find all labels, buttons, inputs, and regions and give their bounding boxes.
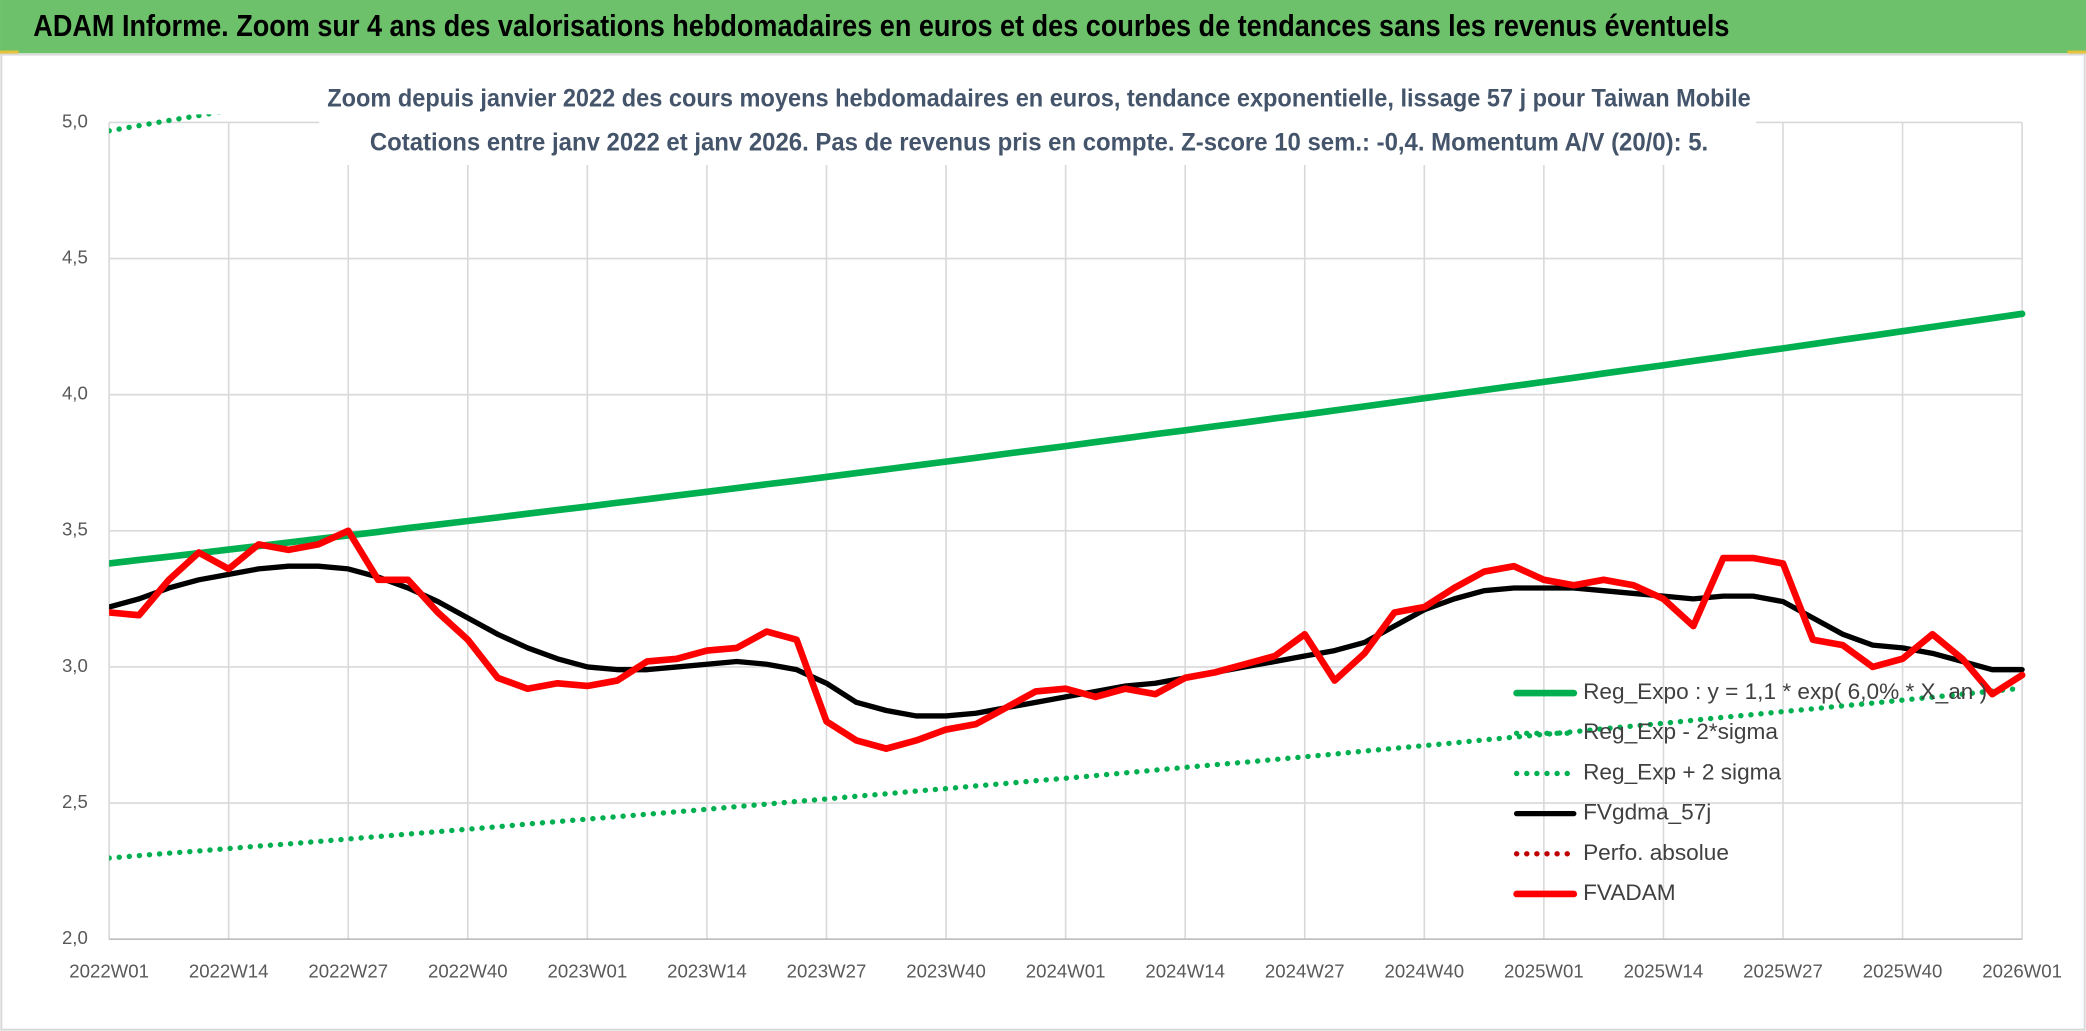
chart-title: ADAM Informe. Zoom sur 4 ans des valoris… xyxy=(33,9,1729,43)
y-tick-label: 5,0 xyxy=(62,110,88,131)
series-line xyxy=(109,527,2026,752)
chart-frame xyxy=(0,53,2086,1031)
chart-subtitle: Zoom depuis janvier 2022 des cours moyen… xyxy=(327,84,1750,112)
legend-label: FVADAM xyxy=(1583,880,1676,905)
y-tick-label: 3,0 xyxy=(62,655,88,676)
x-tick-label: 2024W27 xyxy=(1265,960,1345,981)
x-tick-label: 2024W40 xyxy=(1384,960,1464,981)
x-tick-label: 2024W01 xyxy=(1026,960,1106,981)
x-tick-label: 2023W14 xyxy=(667,960,747,981)
x-tick-label: 2022W40 xyxy=(428,960,508,981)
legend-label: Reg_Expo : y = 1,1 * exp( 6,0% * X_an ) xyxy=(1583,679,1987,704)
x-tick-label: 2023W27 xyxy=(787,960,867,981)
subtitle-backdrop xyxy=(319,77,1757,165)
y-tick-label: 3,5 xyxy=(62,519,88,540)
x-tick-label: 2025W14 xyxy=(1624,960,1704,981)
x-tick-label: 2025W01 xyxy=(1504,960,1584,981)
y-tick-label: 4,0 xyxy=(62,383,88,404)
y-tick-label: 2,0 xyxy=(62,927,88,948)
legend: Reg_Expo : y = 1,1 * exp( 6,0% * X_an ) R… xyxy=(1513,679,1987,905)
y-tick-label: 4,5 xyxy=(62,246,88,267)
banner-accent xyxy=(2067,50,2086,55)
y-tick-label: 2,5 xyxy=(62,791,88,812)
x-tick-label: 2026W01 xyxy=(1982,960,2062,981)
legend-label: Reg_Exp + 2 sigma xyxy=(1583,759,1781,784)
x-tick-label: 2023W40 xyxy=(906,960,986,981)
x-tick-label: 2022W01 xyxy=(69,960,149,981)
chart-subtitle: Cotations entre janv 2022 et janv 2026. … xyxy=(370,128,1708,156)
x-tick-label: 2025W27 xyxy=(1743,960,1823,981)
legend-label: Perfo. absolue xyxy=(1583,840,1729,865)
banner-accent xyxy=(0,50,19,55)
title-banner xyxy=(0,0,2086,54)
legend-label: Reg_Exp - 2*sigma xyxy=(1583,719,1778,744)
legend-label: FVgdma_57j xyxy=(1583,800,1711,825)
series-line xyxy=(109,310,2026,567)
x-tick-label: 2022W14 xyxy=(189,960,269,981)
x-tick-label: 2025W40 xyxy=(1863,960,1943,981)
x-tick-label: 2022W27 xyxy=(308,960,388,981)
series-line xyxy=(109,685,2025,861)
x-tick-label: 2024W14 xyxy=(1145,960,1225,981)
x-tick-label: 2023W01 xyxy=(548,960,628,981)
